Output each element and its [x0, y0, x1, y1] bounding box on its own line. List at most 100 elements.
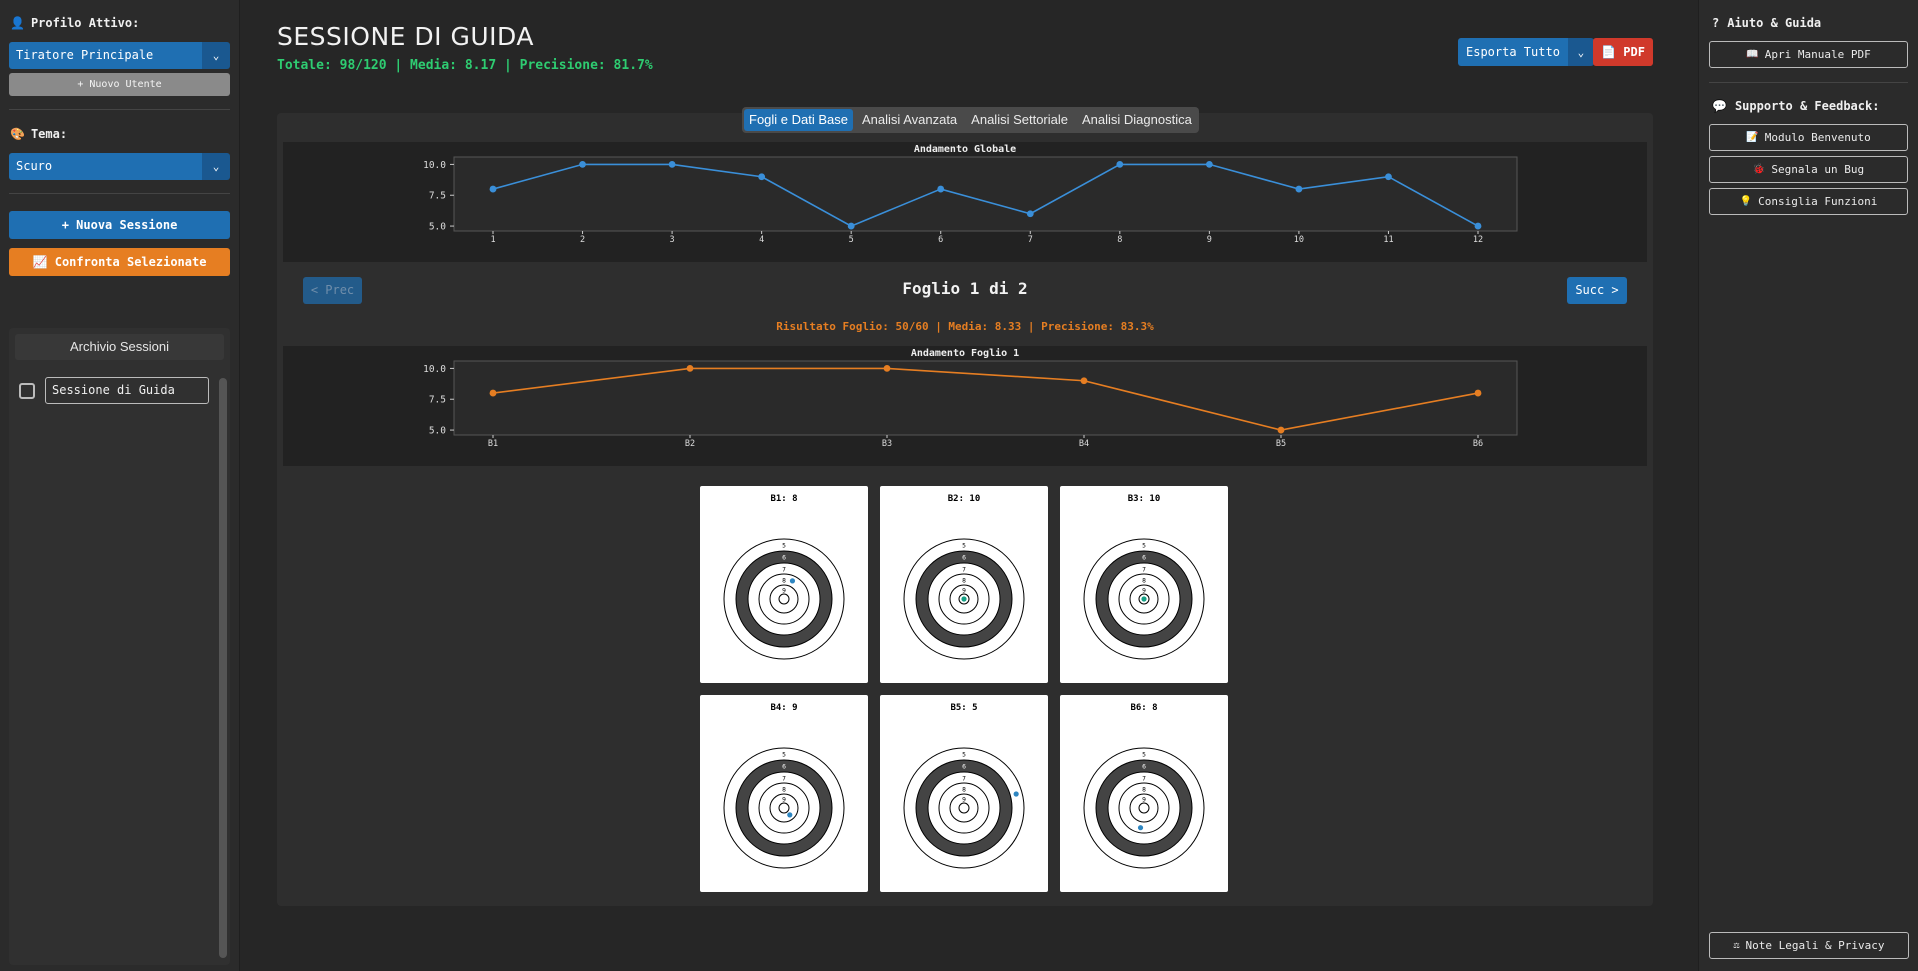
speech-bubble-icon: 💬: [1712, 99, 1727, 113]
pdf-button[interactable]: 📄 PDF: [1593, 38, 1653, 66]
target-svg: B2: 10 5 6 7 8 9: [903, 494, 1025, 660]
suggest-feature-button[interactable]: 💡 Consiglia Funzioni: [1709, 188, 1908, 215]
data-point: [1295, 185, 1303, 193]
plot-area: [453, 360, 1518, 436]
left-sidebar: 👤 Profilo Attivo: Tiratore Principale ⌄ …: [0, 0, 240, 971]
target-card: B2: 10 5 6 7 8 9: [880, 486, 1048, 683]
x-tick-label: 1: [490, 235, 495, 245]
theme-select[interactable]: Scuro ⌄: [9, 153, 230, 180]
ring-label: 8: [1142, 578, 1146, 585]
tab-sector[interactable]: Analisi Settoriale: [971, 112, 1068, 127]
ring-10: [778, 802, 790, 814]
chart-icon: 📈: [32, 255, 48, 269]
next-sheet-button[interactable]: Succ >: [1567, 277, 1627, 304]
ring-label: 6: [1142, 764, 1146, 771]
tab-diagnostic[interactable]: Analisi Diagnostica: [1082, 112, 1192, 127]
new-user-button[interactable]: + Nuovo Utente: [9, 73, 230, 96]
x-tick-label: B1: [488, 439, 498, 449]
target-svg: B6: 8 5 6 7 8 9: [1083, 703, 1205, 869]
x-tick-label: B2: [685, 439, 695, 449]
session-name[interactable]: Sessione di Guida: [45, 377, 209, 404]
archive-list-item[interactable]: Sessione di Guida: [19, 377, 209, 404]
open-manual-button[interactable]: 📖 Apri Manuale PDF: [1709, 41, 1908, 68]
chevron-down-icon[interactable]: ⌄: [202, 153, 230, 180]
target-grid: B1: 8 5 6 7 8 9 B2: 10 5 6 7 8 9 B3: 10 5 6 7 8 9 B4: 9 5 6 7…: [700, 486, 1228, 892]
divider: [1709, 82, 1908, 83]
ring-label: 5: [1142, 752, 1146, 759]
suggest-feature-label: Consiglia Funzioni: [1758, 195, 1878, 208]
report-bug-button[interactable]: 🐞 Segnala un Bug: [1709, 156, 1908, 183]
ring-label: 8: [1142, 787, 1146, 794]
x-tick-label: 8: [1117, 235, 1122, 245]
x-tick-label: B5: [1276, 439, 1286, 449]
ring-label: 9: [962, 797, 966, 804]
ring-label: 9: [1142, 797, 1146, 804]
target-svg: B5: 5 5 6 7 8 9: [903, 703, 1025, 869]
data-point: [489, 389, 497, 397]
data-point: [489, 185, 497, 193]
data-point: [758, 173, 766, 181]
data-point: [1385, 173, 1392, 181]
pdf-button-label: PDF: [1623, 45, 1645, 59]
lightbulb-icon: 💡: [1739, 196, 1753, 207]
tab-sheets-base[interactable]: Fogli e Dati Base: [744, 109, 853, 131]
chart-title: Andamento Globale: [914, 144, 1016, 155]
divider: [9, 193, 230, 194]
series-line: [492, 367, 1479, 431]
tab-bar: Fogli e Dati Base Analisi Avanzata Anali…: [742, 107, 1199, 133]
profile-select[interactable]: Tiratore Principale ⌄: [9, 42, 230, 69]
main-content: SESSIONE DI GUIDA Totale: 98/120 | Media…: [241, 0, 1707, 971]
target-svg: B1: 8 5 6 7 8 9: [723, 494, 845, 660]
welcome-module-button[interactable]: 📝 Modulo Benvenuto: [1709, 124, 1908, 151]
x-tick-label: 7: [1028, 235, 1033, 245]
x-tick-label: 12: [1473, 235, 1483, 245]
target-title: B1: 8: [770, 494, 797, 504]
archive-scrollbar[interactable]: [219, 378, 227, 958]
y-tick-label: 5.0: [429, 222, 446, 233]
profile-label-text: Profilo Attivo:: [30, 16, 140, 30]
compare-selected-button[interactable]: 📈 Confronta Selezionate: [9, 248, 230, 276]
x-tick-label: 11: [1383, 235, 1393, 245]
profile-select-value: Tiratore Principale: [9, 42, 202, 69]
shot-marker: [787, 812, 793, 818]
right-sidebar: ? Aiuto & Guida 📖 Apri Manuale PDF 💬 Sup…: [1698, 0, 1918, 971]
target-card: B5: 5 5 6 7 8 9: [880, 695, 1048, 892]
ring-label: 5: [782, 752, 786, 759]
new-session-button[interactable]: + Nuova Sessione: [9, 211, 230, 239]
chevron-down-icon[interactable]: ⌄: [1567, 38, 1594, 66]
support-label: 💬 Supporto & Feedback:: [1712, 99, 1908, 113]
x-tick-label: 3: [670, 235, 675, 245]
report-bug-label: Segnala un Bug: [1771, 163, 1865, 176]
bug-icon: 🐞: [1752, 164, 1766, 175]
session-checkbox[interactable]: [19, 382, 35, 399]
sheet-title: Foglio 1 di 2: [902, 279, 1028, 298]
target-svg: B4: 9 5 6 7 8 9: [723, 703, 845, 869]
chevron-down-icon[interactable]: ⌄: [202, 42, 230, 69]
target-title: B3: 10: [1128, 494, 1161, 504]
legal-privacy-button[interactable]: ⚖ Note Legali & Privacy: [1709, 932, 1909, 959]
ring-label: 7: [782, 567, 786, 574]
tab-advanced[interactable]: Analisi Avanzata: [862, 112, 958, 127]
pdf-icon: 📄: [1601, 45, 1617, 59]
ring-label: 9: [782, 797, 786, 804]
data-point: [1205, 161, 1213, 168]
target-card: B1: 8 5 6 7 8 9: [700, 486, 868, 683]
y-tick-label: 10.0: [423, 364, 446, 375]
target-svg: B3: 10 5 6 7 8 9: [1083, 494, 1205, 660]
export-all-dropdown[interactable]: Esporta Tutto ⌄: [1458, 38, 1594, 66]
ring-label: 7: [782, 776, 786, 783]
prev-sheet-button[interactable]: < Prec: [303, 277, 362, 304]
ring-label: 8: [962, 787, 966, 794]
x-tick-label: B3: [882, 439, 892, 449]
target-title: B6: 8: [1130, 703, 1157, 713]
ring-10: [958, 802, 970, 814]
y-tick-label: 10.0: [423, 160, 446, 171]
compare-selected-label: Confronta Selezionate: [54, 255, 207, 269]
plot-area: [453, 156, 1518, 232]
ring-label: 5: [1142, 543, 1146, 550]
data-point: [1277, 426, 1285, 434]
scales-icon: ⚖: [1733, 940, 1740, 951]
export-all-button[interactable]: Esporta Tutto: [1458, 38, 1568, 66]
ring-label: 5: [782, 543, 786, 550]
